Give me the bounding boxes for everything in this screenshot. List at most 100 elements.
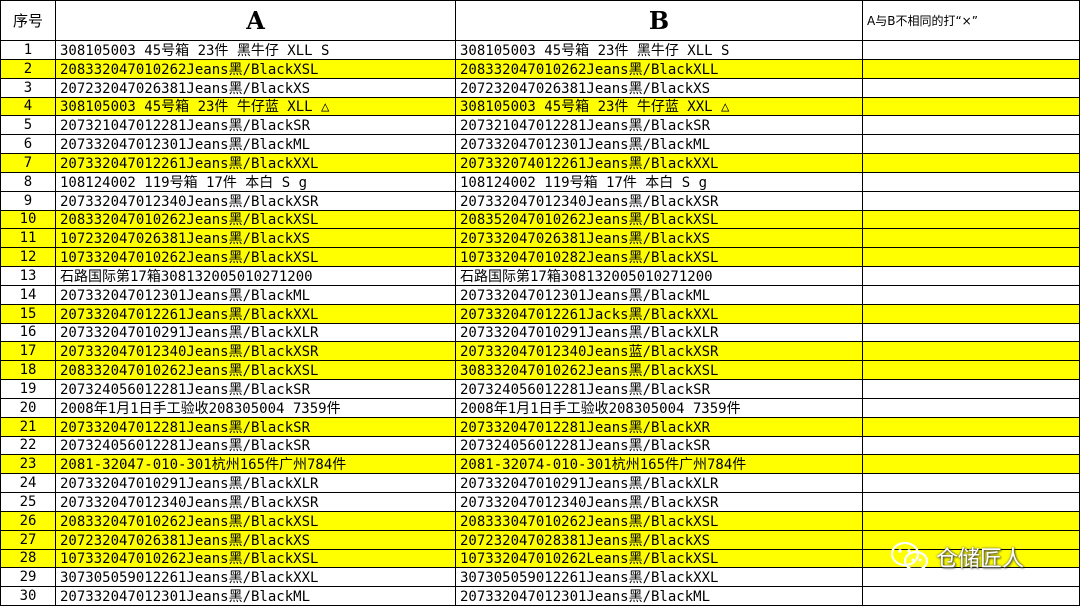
cell	[863, 41, 1079, 59]
cell: 27	[1, 530, 55, 549]
cell: 207324056012281Jeans黑/BlackSR	[456, 380, 862, 398]
cell: 石路国际第17箱308132005010271200	[456, 267, 862, 285]
cell	[863, 493, 1079, 511]
cell	[863, 154, 1079, 172]
cell: 2008年1月1日手工验收208305004 7359件	[56, 398, 455, 417]
cell: 207332047012301Jeans黑/BlackML	[456, 135, 862, 153]
cell: 207324056012281Jeans黑/BlackSR	[56, 436, 455, 455]
cell: 10	[1, 210, 55, 229]
cell: 2008年1月1日手工验收208305004 7359件	[456, 398, 862, 417]
cell: 8	[1, 172, 55, 191]
cell: 208332047010262Jeans黑/BlackXSL	[56, 511, 455, 530]
cell	[863, 229, 1079, 248]
cell: 22	[1, 436, 55, 455]
cell	[863, 323, 1079, 342]
cell: 207332074012261Jeans黑/BlackXXL	[456, 154, 862, 172]
cell	[863, 267, 1079, 285]
cell: 308105003 45号箱 23件 牛仔蓝 XLL △	[56, 97, 455, 116]
cell: 20	[1, 398, 55, 417]
cell: 207332047012301Jeans黑/BlackML	[56, 135, 455, 153]
cell: 4	[1, 97, 55, 116]
header-cell: 序号	[1, 1, 55, 40]
cell: 207332047012261Jeans黑/BlackXXL	[56, 304, 455, 323]
cell: 207332047012301Jeans黑/BlackML	[456, 285, 862, 304]
cell: 307305059012261Jeans黑/BlackXXL	[456, 568, 862, 587]
cell: 207324056012281Jeans黑/BlackSR	[456, 436, 862, 455]
cell: 207324056012281Jeans黑/BlackSR	[56, 380, 455, 398]
cell: 107332047010262Jeans黑/BlackXSL	[56, 248, 455, 266]
cell: 2081-32047-010-301杭州165件广州784件	[56, 455, 455, 474]
cell: 207332047012301Jeans黑/BlackML	[56, 285, 455, 304]
cell: 207232047026381Jeans黑/BlackXS	[56, 78, 455, 97]
cell	[863, 135, 1079, 153]
cell: 107332047010262Leans黑/BlackXSL	[456, 549, 862, 568]
cell	[863, 116, 1079, 135]
cell: 石路国际第17箱308132005010271200	[56, 267, 455, 285]
cell: 207321047012281Jeans黑/BlackSR	[456, 116, 862, 135]
cell: 207332047012340Jeans黑/BlackXSR	[456, 493, 862, 511]
cell	[863, 97, 1079, 116]
cell: 23	[1, 455, 55, 474]
cell: 19	[1, 380, 55, 398]
cell: 208332047010262Jeans黑/BlackXSL	[56, 59, 455, 78]
cell: 21	[1, 417, 55, 436]
header-cell: B	[456, 1, 862, 40]
cell	[863, 342, 1079, 361]
cell: 9	[1, 191, 55, 210]
cell: 308332047010262Jeans黑/BlackXSL	[456, 361, 862, 379]
cell: 207332047012340Jeans黑/BlackXSR	[56, 342, 455, 361]
cell: 208332047010262Jeans黑/BlackXLL	[456, 59, 862, 78]
cell	[863, 361, 1079, 379]
cell: 1	[1, 41, 55, 59]
cell: 3	[1, 78, 55, 97]
cell: 207332047010291Jeans黑/BlackXLR	[56, 323, 455, 342]
cell: 308105003 45号箱 23件 黑牛仔 XLL S	[56, 41, 455, 59]
cell: 24	[1, 474, 55, 492]
cell	[863, 248, 1079, 266]
cell: 12	[1, 248, 55, 266]
cell	[863, 417, 1079, 436]
cell: 207332047012261Jeans黑/BlackXXL	[56, 154, 455, 172]
cell	[863, 210, 1079, 229]
cell	[863, 568, 1079, 587]
cell: 207332047010291Jeans黑/BlackXLR	[456, 323, 862, 342]
cell: 11	[1, 229, 55, 248]
cell: 17	[1, 342, 55, 361]
cell: 208333047010262Jeans黑/BlackXSL	[456, 511, 862, 530]
cell: 207232047026381Jeans黑/BlackXS	[456, 78, 862, 97]
wechat-icon	[890, 541, 929, 572]
cell: 207332047012340Jeans黑/BlackXSR	[56, 493, 455, 511]
cell: 208352047010262Jeans黑/BlackXSL	[456, 210, 862, 229]
cell: 13	[1, 267, 55, 285]
header-cell: A与B不相同的打“×”	[863, 1, 1079, 40]
cell	[863, 474, 1079, 492]
watermark: 仓储匠人	[890, 540, 1024, 574]
cell: 25	[1, 493, 55, 511]
cell	[863, 304, 1079, 323]
cell	[863, 380, 1079, 398]
cell: 207332047012281Jeans黑/BlackXR	[456, 417, 862, 436]
cell	[863, 530, 1079, 549]
cell	[863, 587, 1079, 605]
cell: 207332047012261Jacks黑/BlackXXL	[456, 304, 862, 323]
cell: 15	[1, 304, 55, 323]
cell: 308105003 45号箱 23件 牛仔蓝 XXL △	[456, 97, 862, 116]
cell: 108124002 119号箱 17件 本白 S g	[56, 172, 455, 191]
cell: 207332047012301Jeans黑/BlackML	[56, 587, 455, 605]
cell: 207332047012340Jeans黑/BlackXSR	[456, 191, 862, 210]
cell: 207332047012301Jeans黑/BlackML	[456, 587, 862, 605]
cell: 207321047012281Jeans黑/BlackSR	[56, 116, 455, 135]
cell: 18	[1, 361, 55, 379]
cell: 7	[1, 154, 55, 172]
cell	[863, 172, 1079, 191]
cell	[863, 191, 1079, 210]
cell	[863, 511, 1079, 530]
cell: 207232047026381Jeans黑/BlackXS	[56, 530, 455, 549]
cell: 16	[1, 323, 55, 342]
cell: 14	[1, 285, 55, 304]
cell: 207232047028381Jeans黑/BlackXS	[456, 530, 862, 549]
cell: 2081-32074-010-301杭州165件广州784件	[456, 455, 862, 474]
cell: 207332047012340Jeans黑/BlackXSR	[56, 191, 455, 210]
